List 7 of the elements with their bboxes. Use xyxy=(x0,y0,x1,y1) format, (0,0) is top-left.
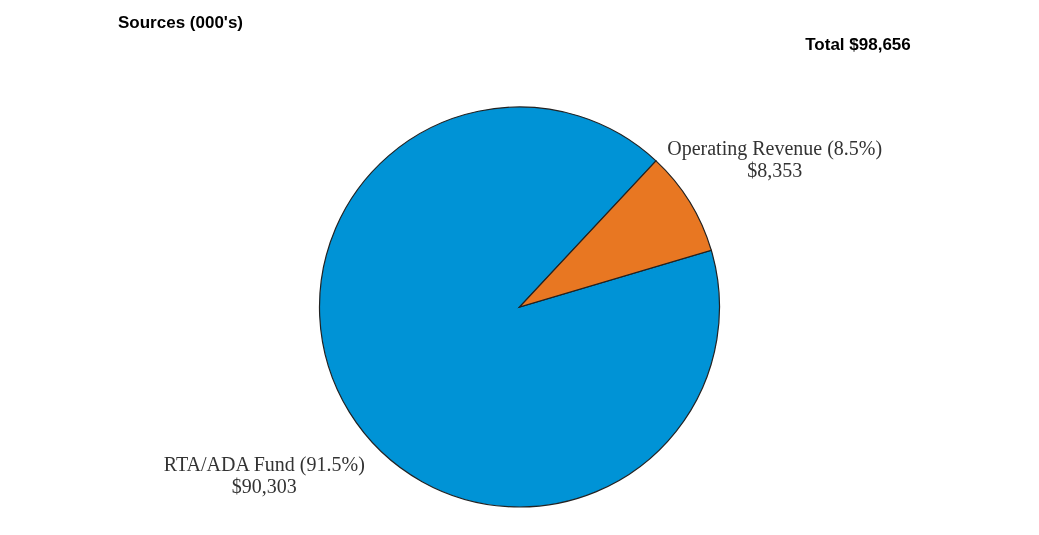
slice-label: Operating Revenue (8.5%) xyxy=(667,137,883,161)
chart-title: Sources (000's) xyxy=(118,13,243,32)
pie-slice xyxy=(518,160,712,308)
data-label: $8,353 xyxy=(747,159,803,182)
data-label: $90,303 xyxy=(231,474,297,497)
text: Total $98,656 xyxy=(805,35,911,54)
slice-label: RTA/ADA Fund (91.5%) xyxy=(163,452,365,476)
